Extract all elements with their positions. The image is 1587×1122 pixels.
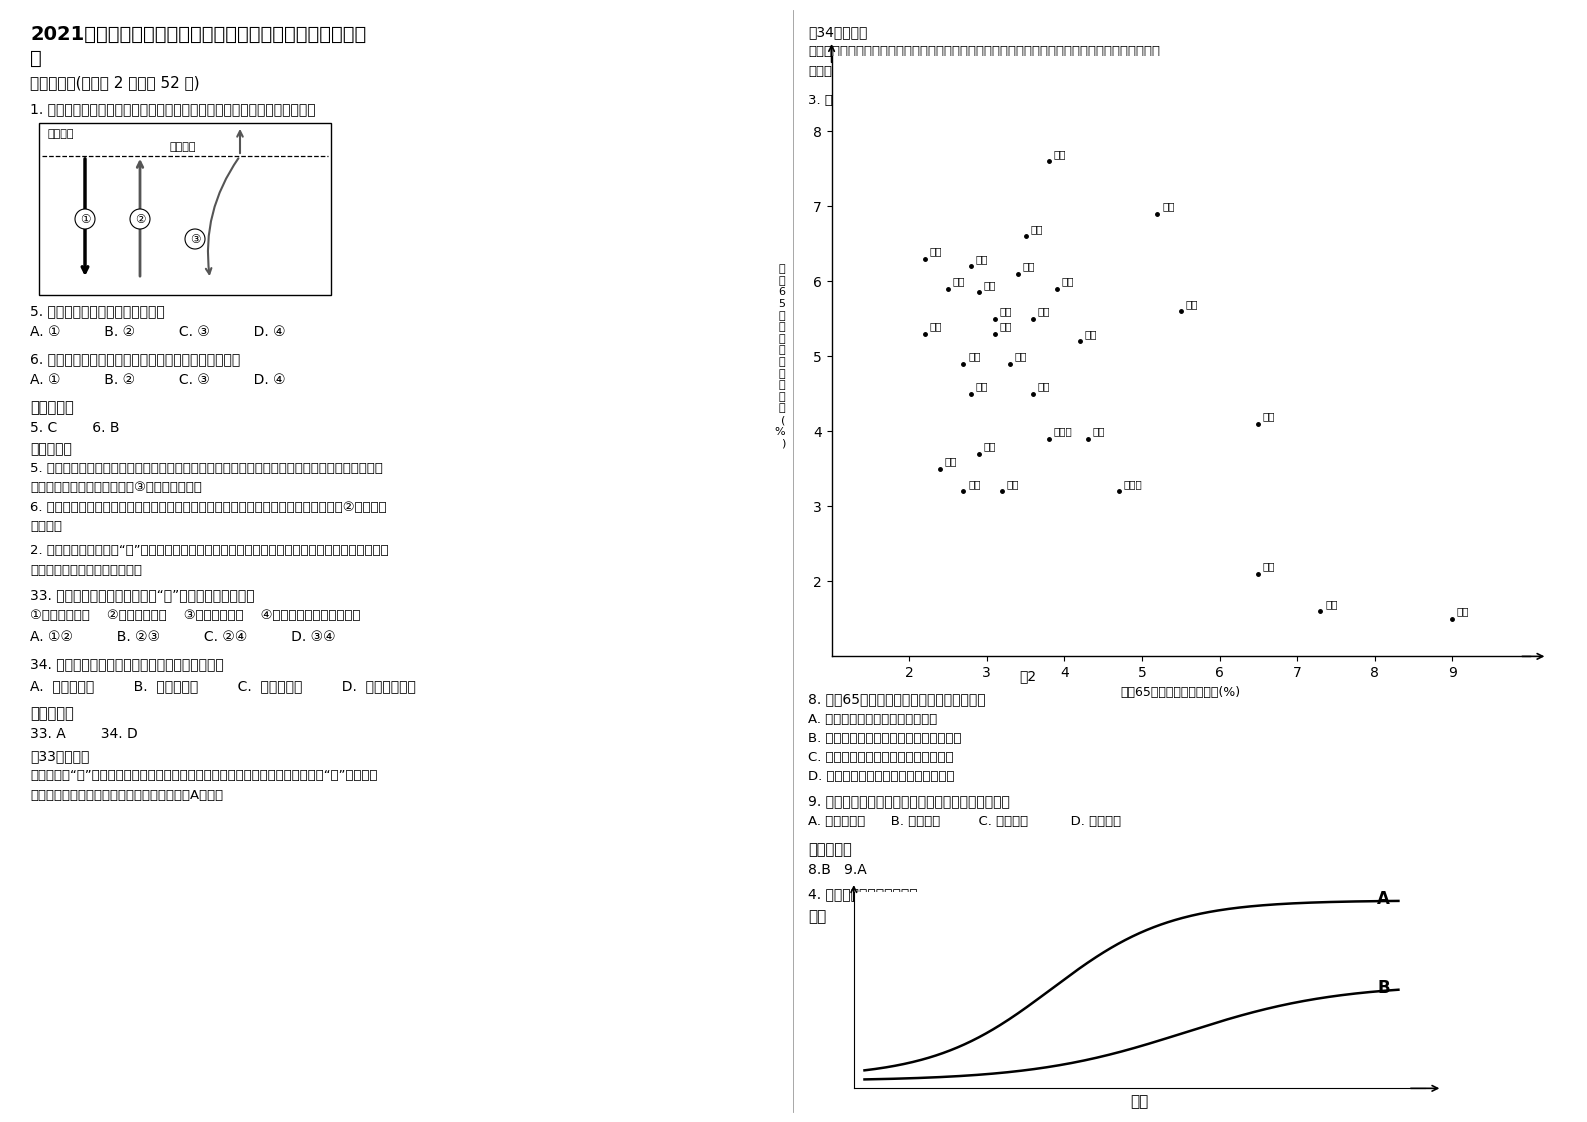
Text: 甘肃: 甘肃: [952, 276, 965, 286]
Text: 河北: 河北: [1000, 322, 1011, 331]
Circle shape: [75, 209, 95, 229]
Text: 北京: 北京: [1325, 599, 1338, 609]
Text: A. ①          B. ②          C. ③          D. ④: A. ① B. ② C. ③ D. ④: [30, 325, 286, 339]
FancyBboxPatch shape: [40, 123, 332, 295]
Text: 主要原因是经济实力增强、科技水平提高，选A正确。: 主要原因是经济实力增强、科技水平提高，选A正确。: [30, 789, 224, 802]
Text: 2021年湖南省邵阳市欣佳学校高一地理下学期期末试题含解: 2021年湖南省邵阳市欣佳学校高一地理下学期期末试题含解: [30, 25, 367, 44]
Text: A. 东部超大城市农村老年人占比高: A. 东部超大城市农村老年人占比高: [808, 712, 938, 726]
Text: 江苏: 江苏: [1185, 298, 1198, 309]
Text: 黑龙江: 黑龙江: [1124, 479, 1143, 489]
Text: 1. 下图为太阳辐射、地面辐射和大气辐射关系示意图。读图完成下面小题。: 1. 下图为太阳辐射、地面辐射和大气辐射关系示意图。读图完成下面小题。: [30, 102, 316, 116]
X-axis label: 时间: 时间: [1130, 1094, 1149, 1109]
Text: 最短距离。据此完成下列问题。: 最短距离。据此完成下列问题。: [30, 564, 141, 577]
Text: 4. 读下图，回答下面小题。: 4. 读下图，回答下面小题。: [808, 888, 917, 901]
Text: A. ①          B. ②          C. ③          D. ④: A. ① B. ② C. ③ D. ④: [30, 373, 286, 387]
Text: 8.B   9.A: 8.B 9.A: [808, 863, 867, 877]
Y-axis label: 农
村
6
5
岁
及
其
以
上
人
口
占
比
(
%
): 农 村 6 5 岁 及 其 以 上 人 口 占 比 ( % ): [774, 265, 786, 448]
Text: 5. 对流层大气热量主要直接来源于: 5. 对流层大气热量主要直接来源于: [30, 304, 165, 318]
Text: 一、选择题(每小题 2 分，共 52 分): 一、选择题(每小题 2 分，共 52 分): [30, 75, 200, 90]
Text: 山东: 山东: [1062, 276, 1074, 286]
Text: 青海: 青海: [944, 457, 957, 467]
Text: 植被条件、热量条件、水源条件并不是沿河谷修路的主要理由，据此选D。: 植被条件、热量条件、水源条件并不是沿河谷修路的主要理由，据此选D。: [808, 65, 1074, 79]
Text: 广东: 广东: [1006, 479, 1019, 489]
Text: 广西: 广西: [976, 254, 989, 264]
Text: 6. 烟雾中的颗粒和二氧化碗会使得大气逆辐射增强，从而对地面起到保温作用，图中的②表示大气: 6. 烟雾中的颗粒和二氧化碗会使得大气逆辐射增强，从而对地面起到保温作用，图中的…: [30, 502, 387, 514]
Text: 5. 对流层主要靠水汽和二氧化碳吸收红外线来升温，而地面辐射的成分为红外线。所以，地面是对: 5. 对流层主要靠水汽和二氧化碳吸收红外线来升温，而地面辐射的成分为红外线。所以…: [30, 462, 382, 475]
Text: A: A: [1378, 890, 1390, 909]
Text: 浙江: 浙江: [1084, 329, 1097, 339]
Text: 吉林: 吉林: [1092, 426, 1105, 436]
Text: 8. 城乡65岁及其以上老年人口的分布反映了: 8. 城乡65岁及其以上老年人口的分布反映了: [808, 692, 986, 706]
Text: 上海: 上海: [1457, 607, 1470, 617]
Text: 5. C        6. B: 5. C 6. B: [30, 421, 119, 435]
X-axis label: 城镖65岁及其以上人口占比(%): 城镖65岁及其以上人口占比(%): [1120, 686, 1241, 699]
Text: B. 大部分西部地区的农村老年人占比较高: B. 大部分西部地区的农村老年人占比较高: [808, 732, 962, 745]
Text: 试题分析：: 试题分析：: [30, 442, 71, 456]
Text: 海南: 海南: [1014, 351, 1027, 361]
Text: 山区修路呢“之”字形可以降低修建难度，节省投资，而现在山区兴建高速公路不呢“之”字形，其: 山区修路呢“之”字形可以降低修建难度，节省投资，而现在山区兴建高速公路不呢“之”…: [30, 769, 378, 782]
Text: 析: 析: [30, 49, 41, 68]
Text: 江西: 江西: [968, 351, 981, 361]
Text: 新疆: 新疆: [968, 479, 981, 489]
Text: B: B: [1378, 980, 1390, 997]
Text: ②: ②: [135, 212, 146, 226]
Text: 2. 过去，山区公路多为“之”字形盘山公路。现在，兴建高速公路则是逢山开道，遇沟建桥，尽量取: 2. 过去，山区公路多为“之”字形盘山公路。现在，兴建高速公路则是逢山开道，遇沟…: [30, 544, 389, 557]
Text: ①经济实力增强    ②科技水平提高    ③汽车性能改善    ④降低施工难度，节省投资: ①经济实力增强 ②科技水平提高 ③汽车性能改善 ④降低施工难度，节省投资: [30, 609, 360, 622]
Text: ③: ③: [190, 232, 200, 246]
Text: 河南: 河南: [984, 280, 997, 291]
Text: 重庆: 重庆: [1162, 202, 1174, 211]
Text: ①: ①: [79, 212, 90, 226]
Text: 33. 现在山区兴建高速公路不呢“之”字形，其主要原因有: 33. 现在山区兴建高速公路不呢“之”字形，其主要原因有: [30, 588, 254, 603]
Text: 贵州: 贵州: [930, 247, 941, 257]
Text: 图2: 图2: [1019, 669, 1036, 683]
Text: 内蒙古: 内蒙古: [1054, 426, 1073, 436]
Text: C. 经济发达的省市均已进入老龄化阶段: C. 经济发达的省市均已进入老龄化阶段: [808, 751, 954, 764]
Text: 逆辐射。: 逆辐射。: [30, 519, 62, 533]
Circle shape: [186, 229, 205, 249]
Circle shape: [130, 209, 151, 229]
Text: 天津: 天津: [1263, 562, 1276, 571]
Text: 34. 山区的公路多沿河谷修建，主要因为河谷地带: 34. 山区的公路多沿河谷修建，主要因为河谷地带: [30, 657, 224, 671]
Text: A. ①②          B. ②③          C. ②④          D. ③④: A. ①② B. ②③ C. ②④ D. ③④: [30, 629, 335, 644]
Text: 太阳辐射: 太阳辐射: [48, 129, 75, 139]
Text: 9. 影响北京、上海城镇老年人口占比高的主要因素是: 9. 影响北京、上海城镇老年人口占比高的主要因素是: [808, 794, 1009, 808]
Text: 6. 深秋时节，用烟熏防御霜冻，主要是因为烟雾可增强: 6. 深秋时节，用烟熏防御霜冻，主要是因为烟雾可增强: [30, 352, 240, 366]
Text: 33. A        34. D: 33. A 34. D: [30, 727, 138, 741]
Text: 速度: 速度: [808, 909, 827, 925]
Text: 参考答案：: 参考答案：: [30, 706, 73, 721]
Text: 〃33题详解〄: 〃33题详解〄: [30, 749, 89, 763]
Text: A.  植被条件好         B.  热量条件好         C.  水源较充足         D.  地势相对和缓: A. 植被条件好 B. 热量条件好 C. 水源较充足 D. 地势相对和缓: [30, 679, 416, 693]
Text: 云南: 云南: [930, 322, 941, 331]
Text: 陕西: 陕西: [1000, 306, 1011, 316]
Text: D. 东北地区农村老龄化现象比城市明显: D. 东北地区农村老龄化现象比城市明显: [808, 770, 954, 783]
Text: 辽宁: 辽宁: [1263, 412, 1276, 422]
Text: 34题详解〄: 34题详解〄: [808, 25, 868, 39]
Text: 河谷地带地势相对和缓，修路较为容易，且行驶相对安全，故山区的公路多沿河谷修建，河谷地带的: 河谷地带地势相对和缓，修路较为容易，且行驶相对安全，故山区的公路多沿河谷修建，河…: [808, 45, 1160, 58]
Text: 安徽: 安徽: [1030, 224, 1043, 233]
Text: 山西: 山西: [976, 381, 989, 392]
Text: 福建: 福建: [1038, 381, 1051, 392]
Text: 参考答案：: 参考答案：: [30, 401, 73, 415]
Text: 宁夏: 宁夏: [984, 442, 997, 451]
Text: A. 人口出生率      B. 人口迁移         C. 人口数量          D. 人口密度: A. 人口出生率 B. 人口迁移 C. 人口数量 D. 人口密度: [808, 815, 1120, 828]
Text: 大气上界: 大气上界: [170, 142, 197, 151]
Text: 四川: 四川: [1054, 149, 1066, 159]
Text: 湖南: 湖南: [1022, 261, 1035, 272]
Text: 参考答案：: 参考答案：: [808, 842, 852, 857]
Text: 湖北: 湖北: [1038, 306, 1051, 316]
Text: 流层大气的直接热源，图中的③表示地面辐射。: 流层大气的直接热源，图中的③表示地面辐射。: [30, 481, 202, 494]
Text: 3. 图2为“某年我国部分省市城乡65岁及其以上人口占各自总人口比重图”。据此完成8～9题。: 3. 图2为“某年我国部分省市城乡65岁及其以上人口占各自总人口比重图”。据此完…: [808, 94, 1168, 107]
